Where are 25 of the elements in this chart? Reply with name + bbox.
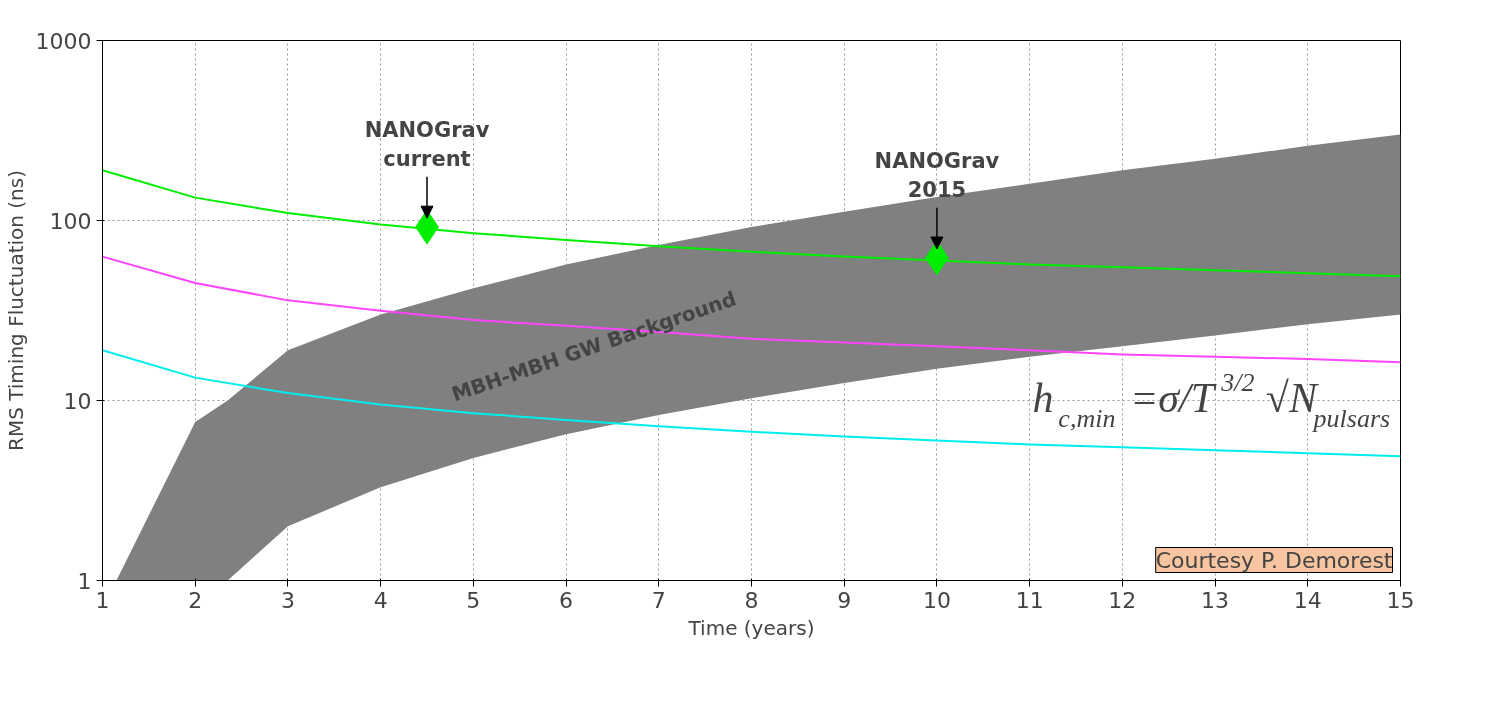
x-tick-label: 9 <box>837 587 852 613</box>
annotation: NANOGrav current <box>364 118 490 171</box>
y-tick-label: 10 <box>63 388 92 414</box>
x-axis-title: Time (years) <box>687 615 815 640</box>
x-tick-label: 10 <box>922 587 951 613</box>
x-tick-label: 12 <box>1108 587 1137 613</box>
x-tick-label: 15 <box>1386 587 1415 613</box>
x-tick-label: 2 <box>188 587 203 613</box>
x-tick-label: 13 <box>1201 587 1230 613</box>
annotation: Courtesy P. Demorest <box>1155 547 1393 573</box>
line-series <box>102 169 1401 278</box>
y-tick-label: 1 <box>77 568 92 594</box>
x-tick-label: 11 <box>1015 587 1044 613</box>
y-tick-label: 100 <box>49 208 92 234</box>
x-tick-label: 4 <box>373 587 388 613</box>
annotation: NANOGrav 2015 <box>874 148 1000 202</box>
x-tick-label: 3 <box>280 587 295 613</box>
x-tick-label: 14 <box>1293 587 1322 613</box>
x-tick-label: 6 <box>559 587 574 613</box>
x-tick-label: 8 <box>744 587 759 613</box>
y-axis-title: RMS Timing Fluctuation (ns) <box>3 169 28 451</box>
y-tick-label: 1000 <box>35 28 92 54</box>
x-tick-label: 7 <box>651 587 666 613</box>
x-tick-label: 5 <box>466 587 481 613</box>
x-tick-label: 1 <box>95 587 110 613</box>
